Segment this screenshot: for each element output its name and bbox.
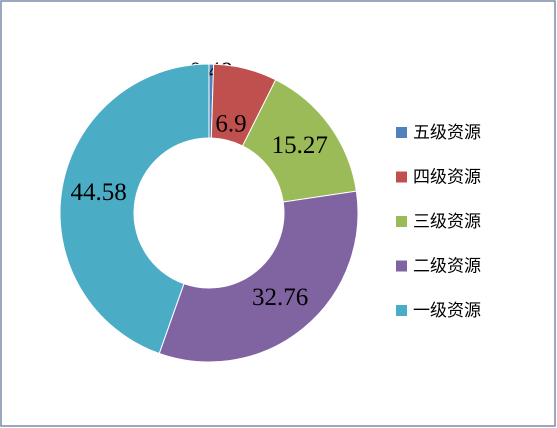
legend-label: 二级资源 xyxy=(413,257,481,277)
legend-label: 五级资源 xyxy=(413,123,481,143)
slice xyxy=(158,190,359,363)
legend-swatch xyxy=(396,260,407,272)
legend-label: 四级资源 xyxy=(413,168,481,188)
slice xyxy=(241,79,357,203)
legend-label: 一级资源 xyxy=(413,301,481,321)
legend-swatch xyxy=(396,171,407,183)
legend-swatch xyxy=(396,216,407,227)
legend-swatch xyxy=(396,127,407,138)
data-label: 6.9 xyxy=(215,110,246,137)
legend-label: 三级资源 xyxy=(413,212,481,232)
data-label: 32.76 xyxy=(252,284,308,311)
data-label: 44.58 xyxy=(70,179,126,206)
data-label: 15.27 xyxy=(272,132,328,159)
legend-swatch xyxy=(396,305,407,316)
slice xyxy=(59,63,210,355)
